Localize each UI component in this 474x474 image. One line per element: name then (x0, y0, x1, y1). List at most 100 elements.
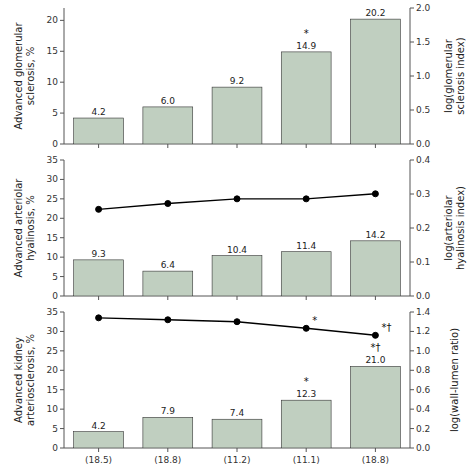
y2-tick (410, 76, 414, 77)
y-tick (60, 331, 64, 332)
line-marker (234, 319, 240, 325)
x-tick-label: (18.8) (154, 455, 181, 465)
y2-tick (410, 448, 414, 449)
bar (350, 241, 400, 296)
y-tick-label: 25 (47, 346, 58, 356)
y2-tick-label: 0.4 (416, 155, 431, 165)
y2-tick-label: 0.3 (416, 189, 430, 199)
line-marker (372, 191, 378, 197)
y-tick (60, 160, 64, 161)
y2-tick (410, 296, 414, 297)
line-marker (96, 315, 102, 321)
bar (212, 87, 262, 144)
x-tick (167, 296, 168, 300)
data-label: 9.3 (91, 249, 105, 259)
line-marker (165, 317, 171, 323)
y2-axis-label-line: log(arteriolar (443, 194, 454, 260)
annotation: * (304, 28, 309, 39)
data-label: 10.4 (227, 245, 247, 255)
y2-tick (410, 409, 414, 410)
y-tick-label: 20 (47, 365, 59, 375)
y-axis-label-line: hyalinosis, % (25, 195, 36, 260)
y2-axis-line (410, 312, 411, 448)
y-axis-label: Advanced kidneyarteriosclerosis, % (13, 334, 36, 426)
y-tick (60, 296, 64, 297)
y2-tick-label: 1.0 (416, 346, 431, 356)
bar (74, 260, 124, 296)
y-tick-label: 30 (47, 174, 59, 184)
y-tick-label: 35 (47, 155, 58, 165)
y2-tick-label: 0.0 (416, 291, 431, 301)
y2-tick (410, 42, 414, 43)
y2-axis-label: log(wall-lumen ratio) (449, 328, 460, 432)
y2-tick-label: 1.2 (416, 326, 430, 336)
x-tick (375, 448, 376, 452)
y-axis-line (64, 160, 65, 296)
x-tick (98, 448, 99, 452)
y2-tick (410, 8, 414, 9)
bar (74, 432, 124, 448)
y2-tick-label: 0.0 (416, 139, 431, 149)
y2-tick (410, 262, 414, 263)
y2-axis-label-line: sclerosis index) (455, 37, 466, 114)
line-marker (372, 332, 378, 338)
y-axis-label-line: Advanced kidney (13, 337, 24, 423)
y2-tick-label: 0.6 (416, 385, 431, 395)
text-layer: 9.36.410.411.414.2 (91, 230, 385, 270)
y-tick-label: 30 (47, 326, 59, 336)
x-tick (167, 144, 168, 148)
y-tick-label: 10 (47, 77, 59, 87)
bar (281, 52, 331, 144)
y2-tick (410, 428, 414, 429)
y2-tick (410, 331, 414, 332)
panel: 051015202530350.00.10.20.30.4Advanced ar… (13, 155, 466, 301)
y-axis-line (64, 8, 65, 144)
y2-tick-label: 1.4 (416, 307, 431, 317)
y-tick-label: 25 (47, 194, 58, 204)
y2-tick (410, 110, 414, 111)
y-axis-line (64, 312, 65, 448)
y2-axis-label-line: log(wall-lumen ratio) (449, 328, 460, 432)
bar (350, 366, 400, 448)
y-tick (60, 389, 64, 390)
y-tick (60, 428, 64, 429)
line-marker (303, 196, 309, 202)
plot-area (74, 191, 401, 296)
x-tick (375, 296, 376, 300)
y-tick-label: 0 (52, 139, 58, 149)
y-tick-label: 0 (52, 443, 58, 453)
chart: 051015200.00.51.01.52.0Advanced glomerul… (0, 0, 474, 474)
y2-tick-label: 0.2 (416, 424, 430, 434)
x-tick (237, 296, 238, 300)
x-tick-label: (18.8) (362, 455, 389, 465)
y-tick (60, 113, 64, 114)
line (99, 318, 376, 335)
bar (74, 118, 124, 144)
y2-tick (410, 370, 414, 371)
y2-axis-label: log(arteriolarhyalinosis index) (443, 186, 466, 270)
y2-tick-label: 0.0 (416, 443, 431, 453)
bar (143, 271, 193, 296)
y-tick (60, 144, 64, 145)
y-tick (60, 370, 64, 371)
annotation: *† (370, 342, 380, 353)
data-label: 4.2 (91, 107, 105, 117)
y2-tick-label: 2.0 (416, 3, 431, 13)
y-axis-label-line: arteriosclerosis, % (25, 334, 36, 426)
bar (143, 417, 193, 448)
bar (212, 419, 262, 448)
bar (143, 107, 193, 144)
y-tick-label: 10 (47, 252, 59, 262)
y-tick (60, 312, 64, 313)
data-label: 6.4 (161, 260, 176, 270)
y-tick-label: 35 (47, 307, 58, 317)
data-label: 7.9 (161, 406, 176, 416)
y-axis-label: Advanced glomerularsclerosis, % (13, 22, 36, 130)
bar (281, 400, 331, 448)
y-tick (60, 51, 64, 52)
x-tick (167, 448, 168, 452)
x-tick (237, 144, 238, 148)
plot-area (74, 19, 401, 144)
x-tick (237, 448, 238, 452)
y-tick-label: 5 (52, 108, 58, 118)
